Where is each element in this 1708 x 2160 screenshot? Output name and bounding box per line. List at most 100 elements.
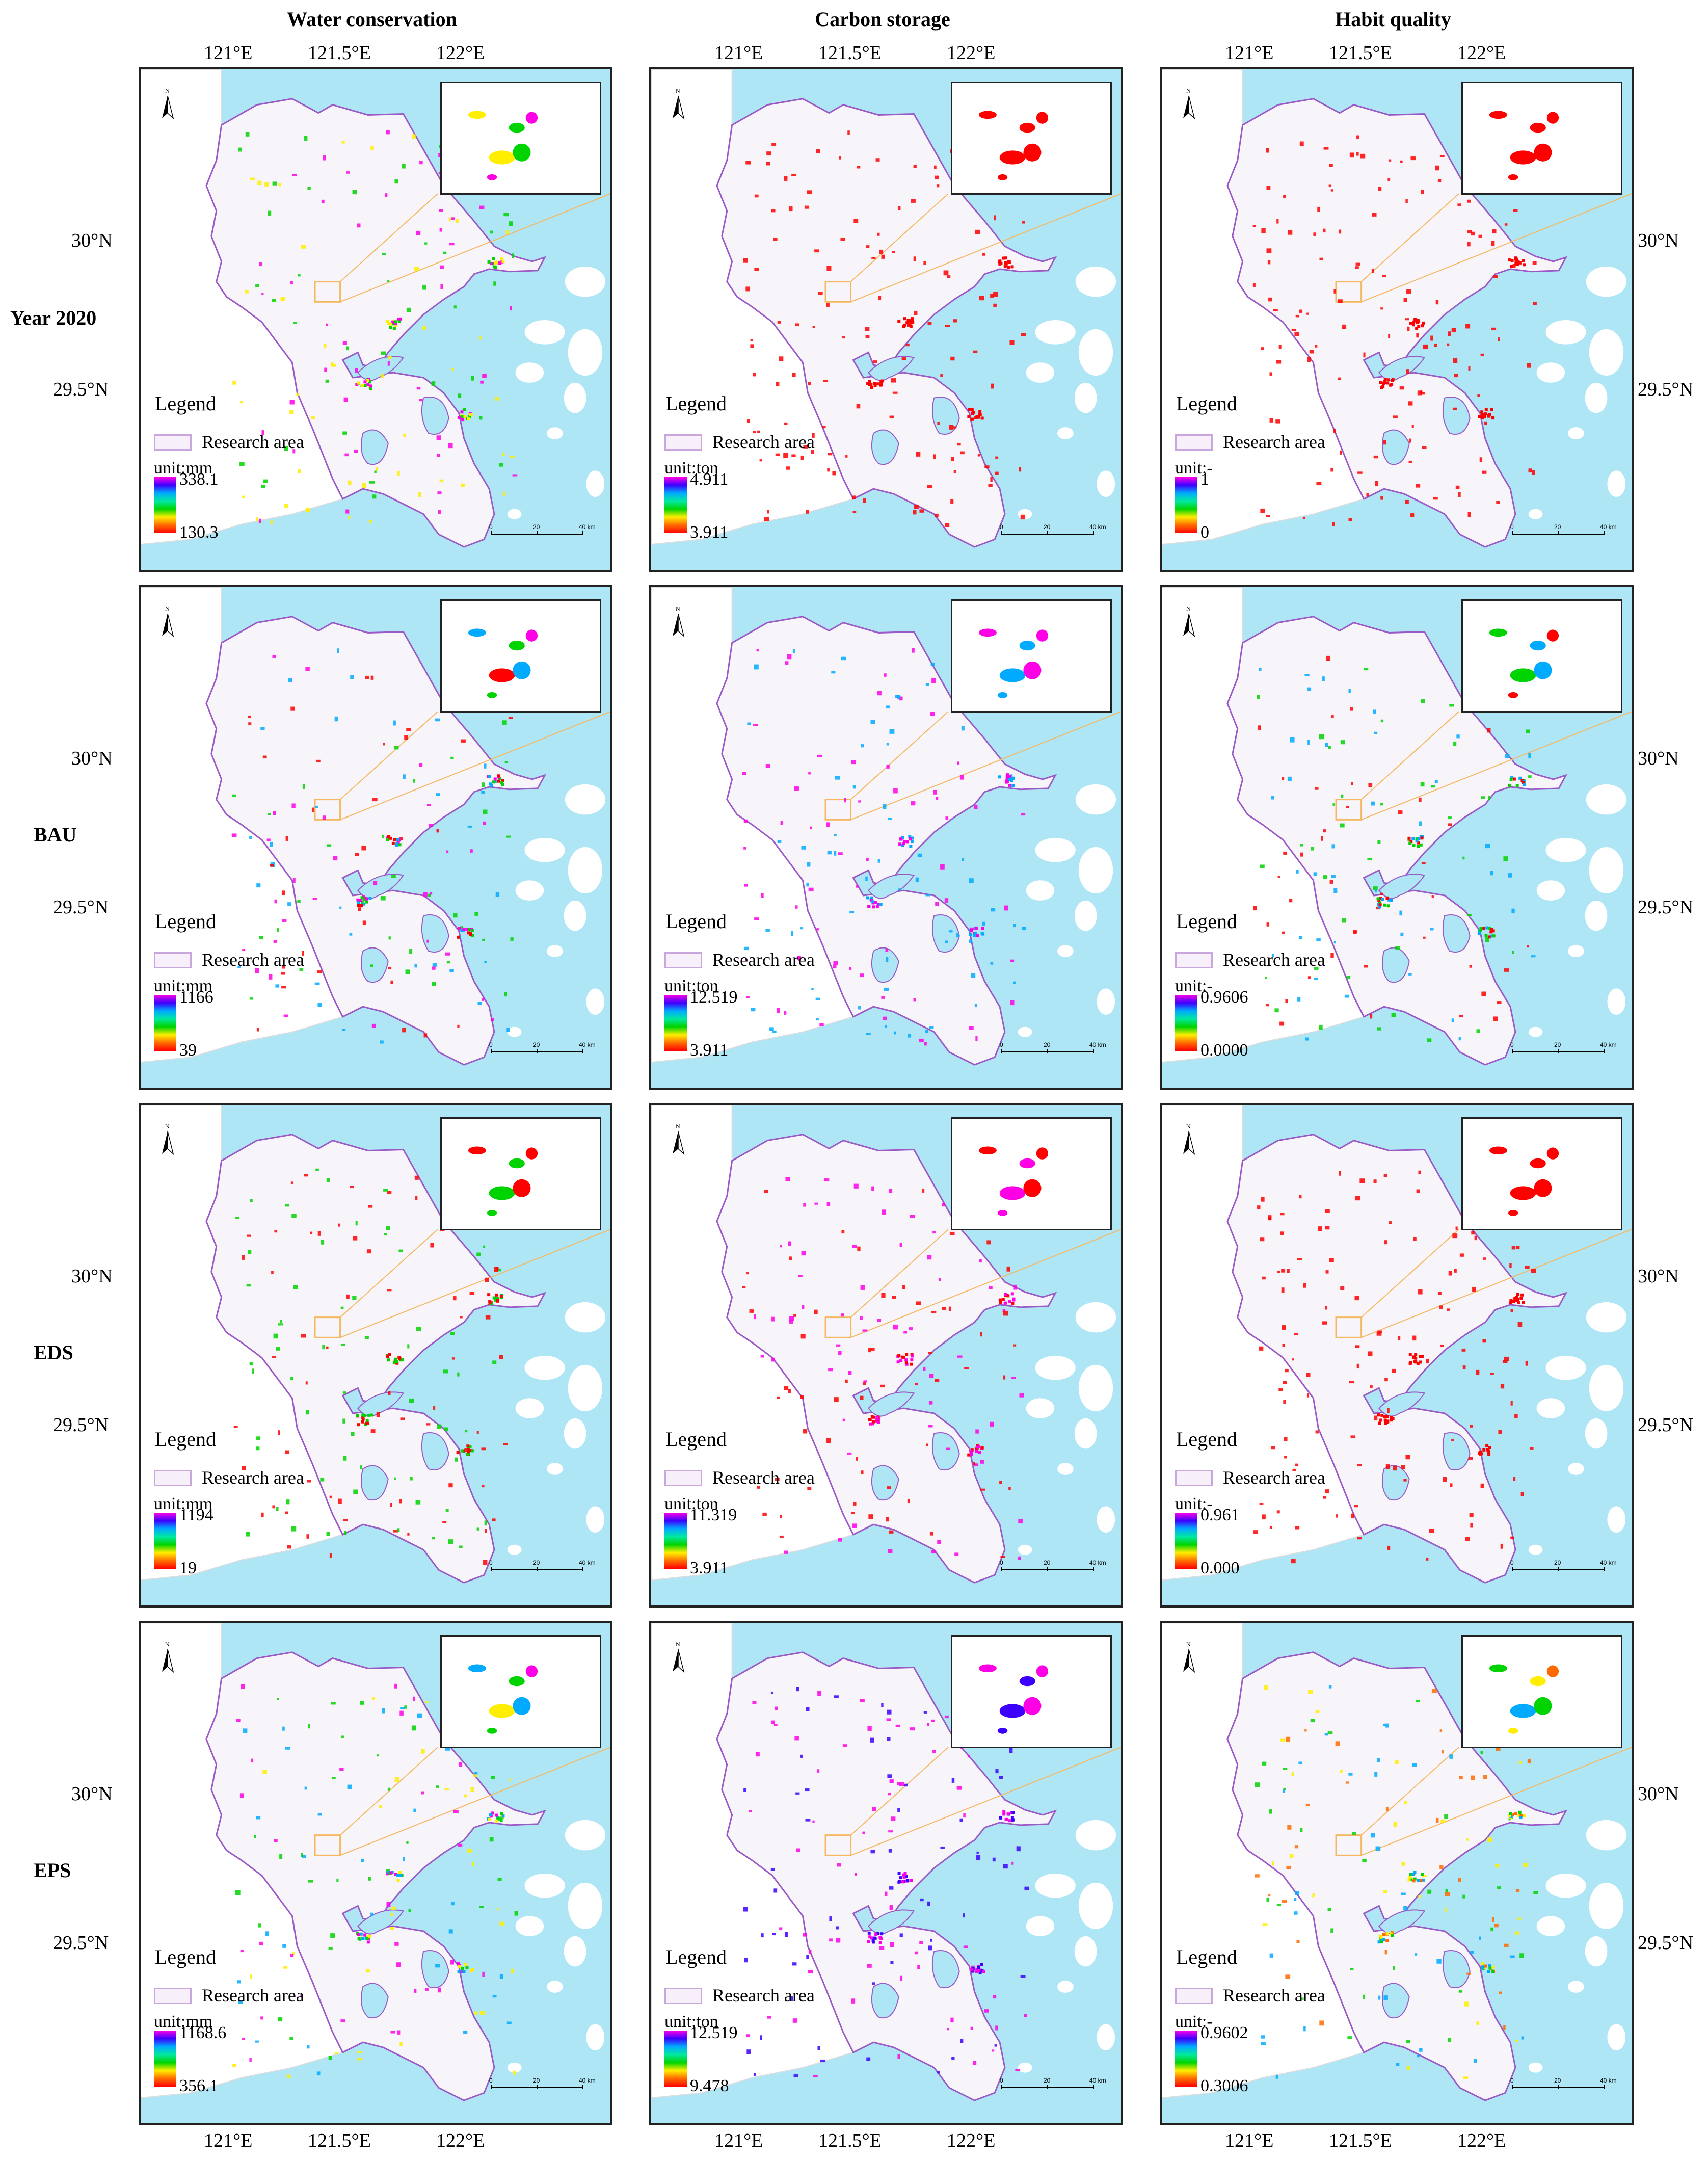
lat-tick-left: 30°N bbox=[71, 1783, 113, 1805]
svg-text:20: 20 bbox=[533, 2077, 540, 2084]
legend-research-area-label: Research area bbox=[712, 950, 815, 970]
svg-text:20: 20 bbox=[1044, 524, 1051, 531]
legend-title: Legend bbox=[155, 392, 216, 415]
legend-unit: unit:- bbox=[1175, 977, 1213, 995]
lon-tick-top: 121°E bbox=[714, 42, 763, 64]
svg-text:N: N bbox=[1186, 605, 1191, 612]
legend-unit: unit:ton bbox=[664, 2012, 718, 2031]
legend-unit: unit:- bbox=[1175, 459, 1213, 478]
svg-text:20: 20 bbox=[1044, 2077, 1051, 2084]
north-arrow-icon: N bbox=[160, 1122, 175, 1158]
legend-research-area-swatch bbox=[154, 1470, 192, 1486]
map-canvas bbox=[1162, 587, 1632, 1066]
legend-title: Legend bbox=[155, 1428, 216, 1451]
lon-tick-top: 121°E bbox=[1225, 42, 1274, 64]
row-title-year-2020: Year 2020 bbox=[10, 306, 97, 329]
svg-text:0: 0 bbox=[1000, 2077, 1003, 2084]
legend-max-value: 1168.6 bbox=[179, 2023, 227, 2042]
legend-min-value: 0.000 bbox=[1200, 1559, 1240, 1577]
map-panel: N Legend Research area unit:- 0.9602 0.3006 0 2… bbox=[1160, 1621, 1634, 2125]
map-panel: N Legend Research area unit:- 1 0 0 20 40 km bbox=[1160, 67, 1634, 572]
legend-research-area-label: Research area bbox=[202, 432, 304, 452]
zoom-box bbox=[824, 799, 852, 821]
legend-research-area-label: Research area bbox=[712, 1467, 815, 1488]
legend-research-area-label: Research area bbox=[1223, 1467, 1325, 1488]
legend-title: Legend bbox=[1176, 392, 1237, 415]
zoom-box bbox=[1335, 799, 1363, 821]
map-panel: N Legend Research area unit:ton 12.519 9.478 0… bbox=[649, 1621, 1123, 2125]
legend-title: Legend bbox=[665, 1428, 727, 1451]
lat-tick-right: 30°N bbox=[1638, 748, 1679, 769]
lon-tick-bottom: 121.5°E bbox=[1329, 2130, 1392, 2151]
legend-unit: unit:mm bbox=[154, 977, 213, 995]
svg-text:20: 20 bbox=[533, 1560, 540, 1566]
map-canvas bbox=[651, 1105, 1121, 1584]
legend-min-value: 0.0000 bbox=[1200, 1041, 1248, 1060]
svg-text:20: 20 bbox=[1554, 2077, 1561, 2084]
north-arrow-icon: N bbox=[671, 1640, 686, 1676]
legend-unit: unit:mm bbox=[154, 2012, 213, 2031]
zoom-box bbox=[314, 799, 341, 821]
lat-tick-left: 30°N bbox=[71, 230, 113, 251]
lat-tick-right: 29.5°N bbox=[1638, 1414, 1694, 1436]
svg-text:N: N bbox=[1186, 87, 1191, 94]
scale-bar: 0 20 40 km bbox=[487, 1559, 609, 1575]
svg-text:40 km: 40 km bbox=[1600, 1560, 1617, 1566]
svg-text:0: 0 bbox=[489, 524, 493, 531]
svg-text:N: N bbox=[165, 1123, 170, 1130]
legend-max-value: 12.519 bbox=[690, 988, 738, 1007]
zoom-inset bbox=[440, 599, 601, 713]
legend-color-ramp bbox=[1175, 477, 1197, 533]
svg-text:20: 20 bbox=[1554, 524, 1561, 531]
legend-research-area-swatch bbox=[664, 1470, 702, 1486]
svg-text:20: 20 bbox=[533, 524, 540, 531]
lon-tick-top: 121°E bbox=[204, 42, 253, 64]
legend-max-value: 1 bbox=[1200, 470, 1209, 489]
map-panel: N Legend Research area unit:mm 338.1 130.3 0 20… bbox=[139, 67, 612, 572]
svg-text:20: 20 bbox=[1554, 1042, 1561, 1048]
svg-text:0: 0 bbox=[489, 1560, 493, 1566]
map-canvas bbox=[141, 587, 610, 1066]
svg-text:0: 0 bbox=[1510, 1560, 1514, 1566]
legend-max-value: 338.1 bbox=[179, 470, 219, 489]
lon-tick-bottom: 121°E bbox=[714, 2130, 763, 2151]
legend-min-value: 3.911 bbox=[690, 1559, 729, 1577]
lon-tick-bottom: 122°E bbox=[1457, 2130, 1506, 2151]
map-panel: N Legend Research area unit:mm 1166 39 0 20 40 k… bbox=[139, 585, 612, 1090]
legend-max-value: 12.519 bbox=[690, 2023, 738, 2042]
scale-bar: 0 20 40 km bbox=[998, 2077, 1120, 2093]
zoom-inset bbox=[440, 1635, 601, 1748]
legend-title: Legend bbox=[1176, 910, 1237, 933]
lat-tick-right: 30°N bbox=[1638, 1266, 1679, 1287]
scale-bar: 0 20 40 km bbox=[998, 1559, 1120, 1575]
legend-research-area-swatch bbox=[154, 1988, 192, 2004]
map-canvas bbox=[141, 1105, 610, 1584]
legend-max-value: 1166 bbox=[179, 988, 214, 1007]
lat-tick-right: 30°N bbox=[1638, 230, 1679, 251]
zoom-inset bbox=[1461, 1635, 1622, 1748]
lon-tick-bottom: 122°E bbox=[436, 2130, 485, 2151]
legend-color-ramp bbox=[154, 2031, 176, 2087]
legend-max-value: 0.9602 bbox=[1200, 2023, 1248, 2042]
legend-color-ramp bbox=[664, 1513, 687, 1569]
scale-bar: 0 20 40 km bbox=[487, 1041, 609, 1057]
map-panel: N Legend Research area unit:- 0.9606 0.0000 0 2… bbox=[1160, 585, 1634, 1090]
legend-unit: unit:ton bbox=[664, 1494, 718, 1513]
map-canvas bbox=[1162, 69, 1632, 548]
zoom-inset bbox=[440, 82, 601, 195]
scale-bar: 0 20 40 km bbox=[487, 2077, 609, 2093]
legend-title: Legend bbox=[1176, 1945, 1237, 1968]
map-panel: N Legend Research area unit:mm 1168.6 356.1 0 2… bbox=[139, 1621, 612, 2125]
lat-tick-right: 29.5°N bbox=[1638, 379, 1694, 400]
lat-tick-left: 29.5°N bbox=[53, 379, 109, 400]
row-title-eps: EPS bbox=[34, 1859, 71, 1882]
zoom-box bbox=[824, 1834, 852, 1856]
north-arrow-icon: N bbox=[1181, 1122, 1196, 1158]
legend-title: Legend bbox=[665, 910, 727, 933]
legend-color-ramp bbox=[154, 1513, 176, 1569]
lat-tick-left: 30°N bbox=[71, 748, 113, 769]
map-panel: N Legend Research area unit:mm 1194 19 0 20 40 k… bbox=[139, 1103, 612, 1608]
map-panel: N Legend Research area unit:ton 12.519 3.911 0… bbox=[649, 585, 1123, 1090]
lat-tick-left: 29.5°N bbox=[53, 1932, 109, 1954]
north-arrow-icon: N bbox=[671, 87, 686, 122]
